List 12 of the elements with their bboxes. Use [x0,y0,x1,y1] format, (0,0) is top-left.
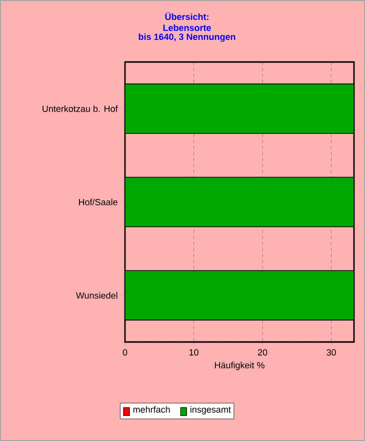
x-tick-label: 30 [326,349,336,356]
x-tick-label: 20 [258,349,268,356]
chart-subtitle: bis 1640, 3 Nennungen [138,33,236,42]
y-tick-label: Unterkotzau b. Hof [42,105,118,112]
y-tick-label: Hof/Saale [79,198,118,206]
x-tick-label: 0 [122,349,128,356]
chart-title: Übersicht: Lebensorte [163,12,211,31]
x-axis-title: Häufigkeit % [214,362,264,370]
text: insgesamt [190,406,231,414]
x-tick-label: 10 [189,349,198,356]
legend-label: mehrfach [133,406,170,413]
y-tick-label: Wunsiedel [76,292,118,299]
